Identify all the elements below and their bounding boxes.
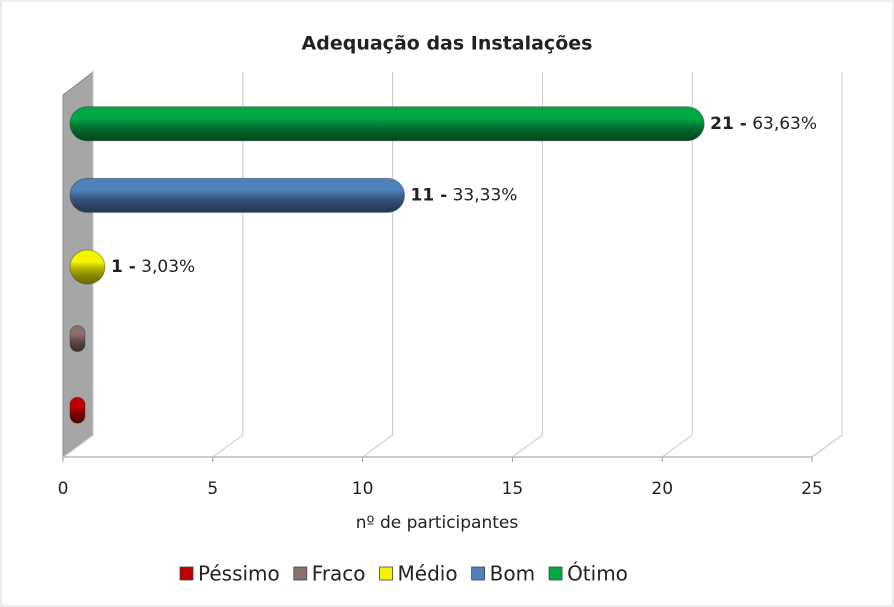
chart-title: Adequação das Instalações	[302, 33, 593, 55]
x-tick-label: 15	[502, 479, 524, 499]
x-tick-label: 5	[207, 479, 218, 499]
legend-label: Fraco	[312, 562, 366, 586]
bar	[69, 325, 86, 353]
x-axis-title: nº de participantes	[356, 513, 519, 533]
grid-line	[512, 72, 543, 458]
grid-line	[661, 72, 693, 458]
data-label: 21 - 63,63%	[710, 114, 817, 134]
legend-swatch	[379, 566, 393, 581]
legend-swatch	[471, 566, 486, 581]
legend-label: Péssimo	[198, 562, 280, 586]
x-tick-label: 20	[651, 479, 673, 499]
x-tick-label: 25	[801, 479, 823, 499]
legend-swatch	[548, 566, 563, 581]
data-label: 1 - 3,03%	[111, 257, 195, 277]
x-tick-label: 10	[352, 479, 374, 499]
legend-swatch	[179, 566, 194, 581]
bar	[69, 249, 106, 285]
data-label: 11 - 33,33%	[411, 185, 518, 205]
bar	[69, 396, 86, 424]
legend-label: Ótimo	[567, 562, 628, 586]
bar	[69, 106, 705, 142]
bar	[69, 177, 406, 213]
legend-swatch	[293, 566, 308, 581]
legend-label: Médio	[398, 562, 458, 586]
grid-line	[811, 72, 843, 458]
legend-label: Bom	[490, 562, 535, 586]
x-tick-label: 0	[58, 479, 69, 499]
